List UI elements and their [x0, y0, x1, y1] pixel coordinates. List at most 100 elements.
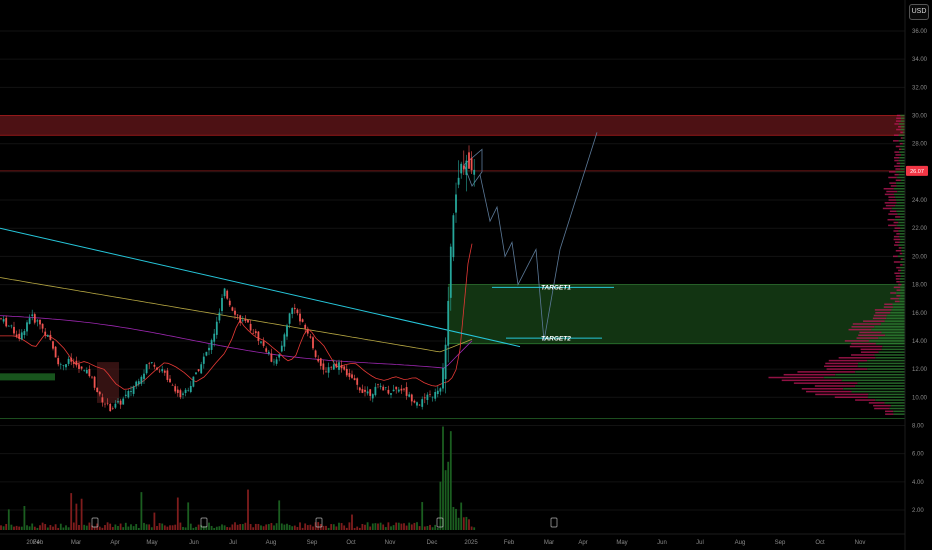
month-label: 2025 [464, 540, 478, 546]
volume-bar [59, 523, 62, 530]
profile-bar-down [896, 117, 901, 120]
candle-body [260, 341, 262, 343]
candle-body [405, 387, 408, 396]
price-tick-label: 20.00 [912, 254, 928, 260]
volume-bar [408, 522, 411, 530]
profile-bar-up [868, 340, 905, 342]
price-tick-label: 2.00 [912, 508, 924, 514]
profile-bar-up [899, 145, 905, 148]
volume-bar [20, 526, 23, 530]
volume-bar [143, 522, 145, 530]
volume-bar [49, 525, 52, 530]
price-tick-label: 6.00 [912, 452, 924, 458]
candle-body [348, 373, 351, 377]
candle-body [18, 333, 21, 339]
profile-bar-down [896, 289, 901, 291]
volume-bar [395, 522, 398, 530]
profile-bar-up [875, 399, 905, 401]
candle-body [72, 362, 75, 364]
candle-body [122, 398, 125, 405]
volume-bar [361, 523, 364, 530]
candle-body [109, 403, 112, 412]
month-label: Oct [815, 540, 825, 546]
candle-body [455, 194, 457, 213]
candle-body [343, 366, 346, 370]
profile-bar-down [899, 252, 903, 255]
profile-bar-up [880, 323, 905, 325]
candle-body [387, 389, 390, 394]
candle-body [301, 319, 304, 322]
price-axis[interactable]: 2.00 4.00 6.00 8.00 10.00 12.00 14.00 16.00 18.0… [904, 0, 928, 550]
candle-body [41, 323, 44, 329]
price-tick-label: 10.00 [912, 395, 928, 401]
month-label: May [616, 540, 627, 546]
price-tick-label: 34.00 [912, 57, 928, 63]
volume-bar [442, 426, 444, 530]
month-label: Feb [33, 540, 44, 546]
candle-body [273, 361, 275, 363]
profile-bar-up [898, 221, 905, 224]
profile-bar-down [896, 266, 900, 269]
candle-body [421, 399, 424, 407]
profile-bar-down [895, 216, 901, 218]
volume-bar [403, 523, 405, 530]
profile-bar-up [896, 176, 905, 179]
profile-bar-up [843, 388, 905, 390]
volume-bar [371, 523, 374, 530]
profile-bar-down [893, 235, 900, 238]
profile-bar-up [896, 224, 905, 227]
candle-body [267, 351, 270, 354]
volume-bar [262, 526, 265, 530]
candle-body [39, 319, 41, 325]
profile-bar-up [835, 373, 905, 376]
profile-bar-up [896, 210, 905, 213]
volume-bar [312, 526, 314, 530]
candle-body [26, 322, 28, 332]
profile-bar-down [874, 309, 892, 311]
currency-button[interactable]: USD [909, 4, 929, 20]
profile-bar-up [874, 326, 905, 328]
profile-bar-down [895, 278, 900, 280]
profile-bar-down [814, 385, 856, 387]
volume-bar [41, 522, 44, 530]
candle-body [319, 358, 322, 366]
volume-bar [114, 524, 117, 530]
volume-bar [85, 525, 88, 530]
month-label: Aug [266, 540, 277, 546]
volume-bar [39, 525, 41, 530]
profile-bar-up [899, 233, 905, 235]
profile-bar-up [899, 272, 905, 275]
candle-body [410, 394, 413, 402]
volume-bar [392, 525, 395, 530]
profile-bar-down [884, 202, 897, 204]
volume-bar [299, 522, 301, 530]
volume-bar [83, 524, 86, 530]
volume-bar [426, 526, 429, 530]
profile-bar-up [841, 379, 905, 382]
profile-bar-up [897, 255, 905, 258]
volume-bar [91, 525, 93, 530]
candle-body [312, 337, 314, 349]
volume-bar [135, 524, 138, 530]
profile-bar-down [849, 345, 883, 348]
candle-body [91, 376, 93, 378]
volume-bar [72, 522, 75, 530]
candle-body [465, 160, 468, 175]
candle-body [218, 312, 221, 321]
annotations: TARGET1 TARGET2 [91, 285, 614, 528]
profile-bar-up [867, 368, 905, 370]
volume-bar [210, 525, 213, 530]
candle-body [189, 385, 192, 392]
volume-bar [226, 527, 229, 530]
profile-bar-down [882, 207, 892, 210]
volume-bar [54, 524, 57, 530]
volume-bar [397, 522, 400, 530]
volume-bar [436, 527, 439, 530]
candle-body [70, 357, 73, 362]
volume-bar [57, 527, 60, 530]
volume-bar [13, 526, 15, 530]
volume-bar [348, 522, 351, 530]
profile-bar-down [874, 407, 890, 410]
